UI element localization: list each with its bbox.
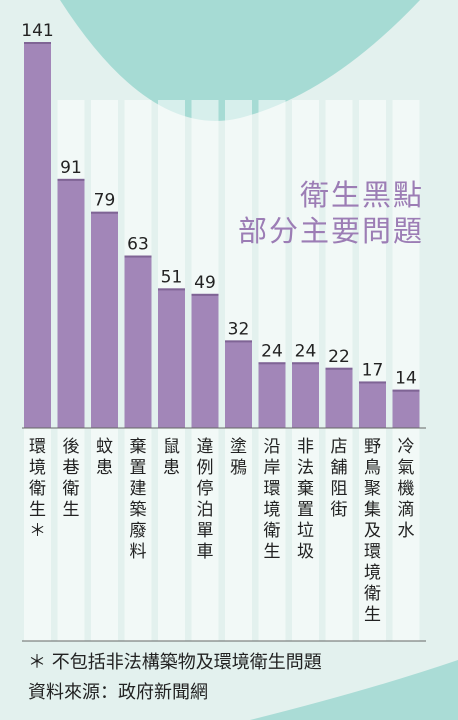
bar [359,381,386,428]
value-label: 63 [127,235,149,255]
value-label: 14 [395,369,417,389]
category-label: 棄置建築廢料 [130,437,147,562]
category-label: 冷氣機滴水 [398,437,415,541]
teal-wave-bottom-decoration [250,660,458,720]
category-label: 後巷衛生 [63,437,80,520]
value-label: 17 [362,360,384,380]
bar-top-edge [191,293,219,296]
bar [24,42,51,428]
bar [325,367,353,428]
category-labels: 環境衛生＊ 後巷衛生蚊患棄置建築廢料鼠患違例停泊單車塗鴉沿岸環境衛生非法棄置垃圾店… [29,436,415,625]
column-band [392,100,420,641]
bar [392,389,420,428]
bar [124,255,152,428]
chart-title: 衛生黑點 [299,178,424,212]
category-label: 鼠患 [163,437,180,478]
value-label: 49 [194,273,216,293]
value-label: 141 [21,21,53,41]
value-label: 22 [328,347,350,367]
category-label: 沿岸環境衛生 [264,437,281,562]
category-label: 違例停泊單車 [197,437,214,562]
value-label: 24 [295,341,317,361]
value-label: 51 [161,267,183,287]
column-band [359,100,386,641]
bar-top-edge [359,381,386,384]
bar-top-edge [258,362,286,365]
bar-top-edge [158,288,185,291]
value-label: 32 [228,319,250,339]
bar [91,211,118,428]
footnote-exclusion: ＊ 不包括非法構築物及環境衛生問題 [28,652,322,673]
footnote-source: 資料來源：政府新聞網 [28,682,208,703]
bar [225,340,252,428]
value-label: 79 [94,191,116,211]
bar-top-edge [91,211,118,214]
category-label: 塗鴉 [230,436,247,478]
bar-top-edge [24,42,51,44]
category-label: 非法棄置垃圾 [297,437,314,562]
bar [258,362,286,428]
value-labels: 141 91 79 63 51 49 32 24 24 22 17 14 [21,21,417,389]
value-label: 91 [60,158,82,178]
bar [292,362,319,428]
bar-top-edge [292,362,319,365]
bar [191,293,219,428]
bar-top-edge [325,367,353,370]
bar [57,178,85,428]
bar-top-edge [124,255,152,258]
teal-wave-top-decoration [60,0,420,121]
bar-top-edge [225,340,252,343]
category-label: 環境衛生＊ [29,437,46,541]
chart-subtitle: 部分主要問題 [237,214,424,248]
bar-top-edge [392,389,420,392]
category-label: 野鳥聚集及環境衛生 [364,437,381,625]
value-label: 24 [261,341,283,361]
category-label: 店舖阻街 [331,437,348,520]
bar-top-edge [57,178,85,181]
bar [158,288,185,428]
category-label: 蚊患 [96,437,113,478]
bar-series [24,42,420,428]
